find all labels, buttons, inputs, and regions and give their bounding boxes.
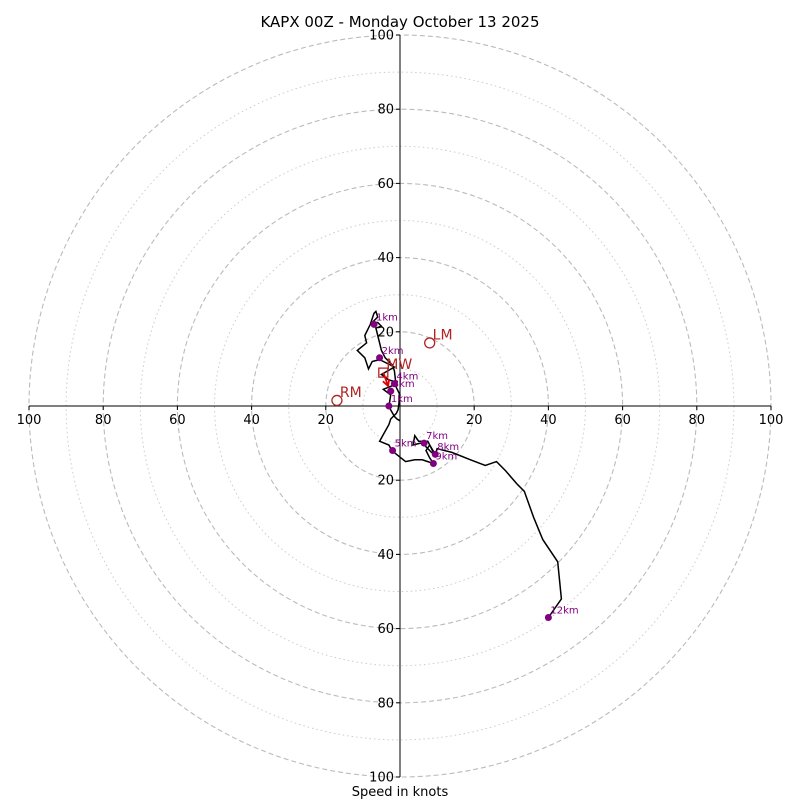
height-point-label: 7km: [426, 431, 448, 442]
height-point-2km: [376, 354, 384, 362]
y-tick-label: 20: [377, 474, 394, 489]
storm-marker-mw: [378, 367, 389, 378]
x-tick-label: 20: [318, 413, 335, 428]
storm-label-rm: RM: [340, 385, 362, 401]
x-axis-label: Speed in knots: [352, 785, 449, 800]
height-point-4km: [390, 380, 398, 388]
height-point-label: 4km: [396, 372, 418, 383]
height-point-label: 9km: [435, 452, 457, 463]
y-tick-label: 80: [377, 696, 394, 711]
storm-label-mw: MW: [386, 357, 412, 373]
height-point-3km: [387, 387, 395, 395]
x-tick-label: 100: [759, 413, 784, 428]
mean-wind-arrow-head: [382, 378, 391, 388]
height-point-label: 2km: [382, 346, 404, 357]
y-tick-label: 100: [369, 29, 394, 44]
height-point-1km: [370, 320, 378, 328]
y-tick-label: 40: [377, 251, 394, 266]
height-point-label: 1km: [376, 312, 398, 323]
y-tick-label: 20: [377, 325, 394, 340]
x-tick-label: 60: [614, 413, 631, 428]
storm-marker-lm: [424, 337, 436, 349]
height-point-8km: [431, 450, 439, 458]
wind-trace: [356, 310, 563, 618]
storm-marker-rm: [331, 394, 343, 407]
y-tick-label: 60: [377, 177, 394, 192]
height-point-9km: [429, 460, 437, 468]
y-tick-label: 60: [377, 622, 394, 637]
y-tick-label: 100: [369, 771, 394, 786]
storm-label-lm: LM: [433, 327, 453, 343]
x-tick-label: 80: [95, 413, 112, 428]
height-point-label: 5km: [395, 439, 417, 450]
tick-labels: 100 80 60 40 20 20 40 60 80 100 100 80 60 40 20 20 40 60 8…: [17, 29, 784, 786]
mean-wind-arrow: [382, 372, 389, 387]
x-tick-label: 60: [169, 413, 186, 428]
height-point-5km: [389, 447, 397, 455]
storm-motions: LM RM MW: [331, 327, 453, 407]
x-tick-label: 80: [689, 413, 706, 428]
height-point-label: 12km: [550, 605, 578, 616]
height-point-1km: [385, 402, 393, 410]
height-point-label: 1km: [391, 394, 413, 405]
x-tick-label: 40: [243, 413, 260, 428]
y-tick-label: 40: [377, 548, 394, 563]
height-point-label: 3km: [393, 379, 415, 390]
chart-title: KAPX 00Z - Monday October 13 2025: [260, 13, 539, 31]
height-point-7km: [420, 439, 428, 447]
y-tick-label: 80: [377, 103, 394, 118]
height-point-12km: [544, 613, 552, 621]
x-tick-label: 100: [17, 413, 42, 428]
x-tick-label: 20: [466, 413, 483, 428]
height-point-label: 8km: [437, 442, 459, 453]
axes: [29, 35, 771, 777]
x-tick-label: 40: [540, 413, 557, 428]
